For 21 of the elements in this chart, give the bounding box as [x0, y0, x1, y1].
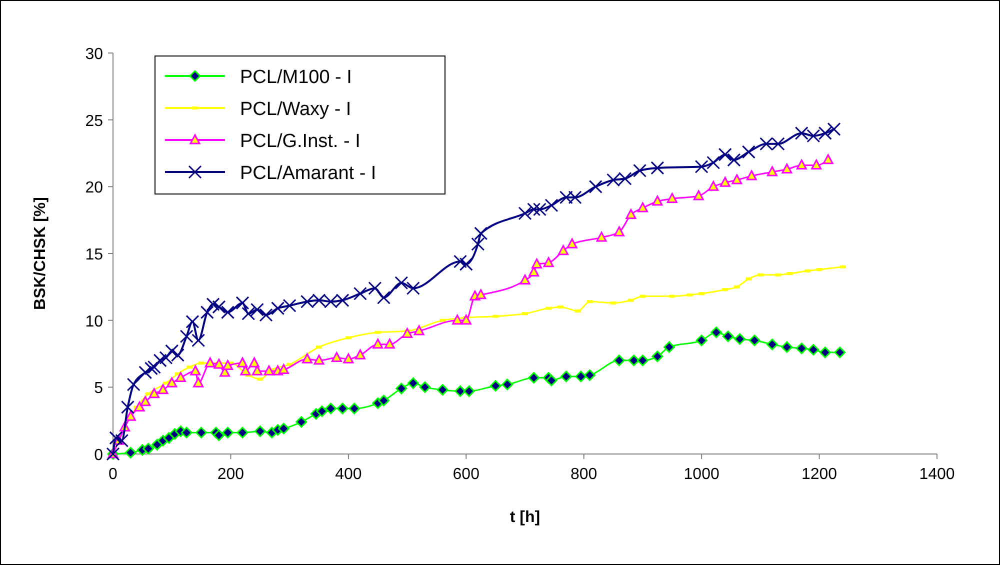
y-tick-label: 20	[85, 180, 104, 197]
x-tick-label: 600	[452, 466, 480, 483]
legend-label: PCL/Waxy - I	[240, 99, 352, 120]
x-tick-label: 400	[335, 466, 362, 483]
x-tick-label: 1000	[684, 466, 720, 483]
legend-label: PCL/G.Inst. - I	[240, 131, 360, 152]
y-tick-label: 5	[94, 380, 104, 398]
y-tick-label: 30	[85, 46, 104, 63]
x-tick-label: 1200	[801, 466, 838, 483]
x-tick-label: 0	[108, 466, 118, 483]
x-tick-label: 800	[570, 466, 598, 483]
legend-label: PCL/M100 - I	[240, 67, 352, 88]
y-tick-label: 0	[94, 447, 104, 464]
x-tick-label: 1400	[919, 466, 955, 483]
y-tick-label: 15	[85, 246, 104, 264]
x-axis-title: t [h]	[510, 509, 540, 526]
y-axis-title: BSK/CHSK [%]	[32, 197, 49, 310]
x-tick-label: 200	[217, 466, 244, 483]
legend-label: PCL/Amarant - I	[240, 163, 376, 184]
y-tick-label: 25	[85, 112, 104, 130]
y-tick-label: 10	[85, 313, 104, 330]
